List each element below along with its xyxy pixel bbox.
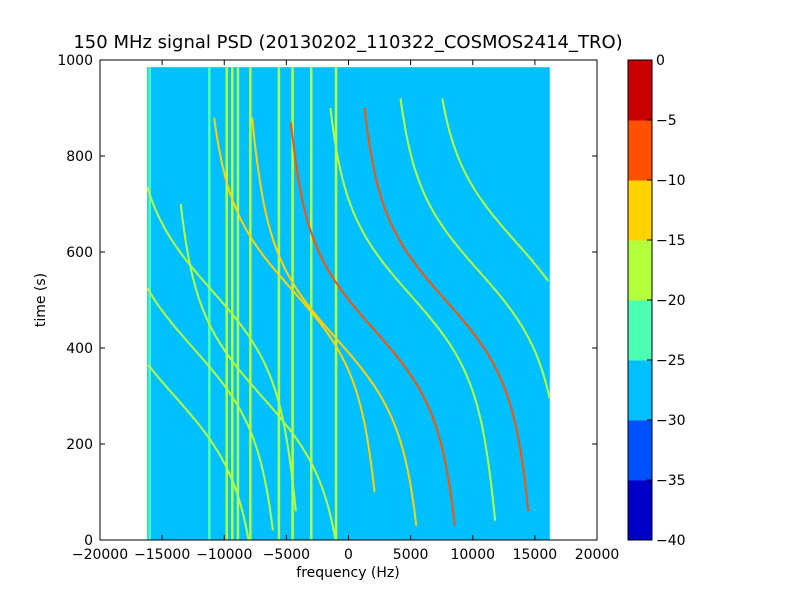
- colorbar-segment: [628, 60, 652, 121]
- colorbar-tick-label: −35: [656, 473, 686, 489]
- y-axis-label: time (s): [33, 273, 49, 327]
- doppler-track: [441, 98, 549, 282]
- colorbar-segment: [628, 420, 652, 481]
- colorbar-segment: [628, 120, 652, 181]
- colorbar-tick-label: 0: [656, 53, 665, 69]
- x-tick-label: 10000: [450, 547, 495, 563]
- doppler-track: [147, 364, 250, 541]
- colorbar-tick-label: −40: [656, 533, 686, 549]
- spectrogram-data-background: [147, 67, 550, 540]
- doppler-track: [146, 287, 274, 531]
- x-tick-label: 5000: [393, 547, 429, 563]
- x-tick-label: −5000: [263, 547, 310, 563]
- x-tick-label: −10000: [196, 547, 252, 563]
- doppler-track: [251, 117, 418, 526]
- doppler-track: [363, 107, 530, 512]
- x-axis-ticks: −20000 −15000 −10000 −5000 0 5000 10000 15000 20…: [72, 60, 619, 563]
- colorbar-segment: [628, 360, 652, 421]
- colorbar-segment: [628, 240, 652, 301]
- doppler-track: [179, 203, 337, 541]
- doppler-track: [329, 107, 497, 521]
- x-tick-label: 0: [344, 547, 353, 563]
- x-tick-label: −15000: [134, 547, 190, 563]
- y-tick-label: 800: [66, 149, 93, 165]
- y-tick-label: 600: [66, 245, 93, 261]
- colorbar-segment: [628, 180, 652, 241]
- x-axis-label: frequency (Hz): [296, 565, 399, 581]
- x-tick-label: 15000: [513, 547, 558, 563]
- colorbar-tick-label: −15: [656, 233, 686, 249]
- doppler-track: [289, 122, 456, 526]
- doppler-track: [399, 98, 551, 399]
- y-tick-label: 0: [84, 533, 93, 549]
- x-tick-label: −20000: [72, 547, 128, 563]
- y-axis-ticks: 0 200 400 600 800 1000: [57, 53, 597, 549]
- colorbar-tick-label: −20: [656, 293, 686, 309]
- doppler-track: [213, 117, 376, 493]
- chart-title: 150 MHz signal PSD (20130202_110322_COSM…: [73, 32, 622, 53]
- colorbar-tick-label: −25: [656, 353, 686, 369]
- doppler-track: [146, 186, 297, 512]
- y-tick-label: 400: [66, 341, 93, 357]
- x-tick-label: 20000: [575, 547, 620, 563]
- y-tick-label: 200: [66, 437, 93, 453]
- colorbar-tick-label: −5: [656, 113, 677, 129]
- colorbar-segment: [628, 300, 652, 361]
- plot-area: −20000 −15000 −10000 −5000 0 5000 10000 15000 20…: [57, 53, 619, 563]
- y-tick-label: 1000: [57, 53, 93, 69]
- doppler-tracks: [146, 98, 551, 541]
- colorbar-tick-label: −10: [656, 173, 686, 189]
- colorbar-tick-label: −30: [656, 413, 686, 429]
- colorbar-segment: [628, 480, 652, 541]
- colorbar: −40 −35 −30 −25 −20 −15 −10 −5 0: [627, 53, 686, 549]
